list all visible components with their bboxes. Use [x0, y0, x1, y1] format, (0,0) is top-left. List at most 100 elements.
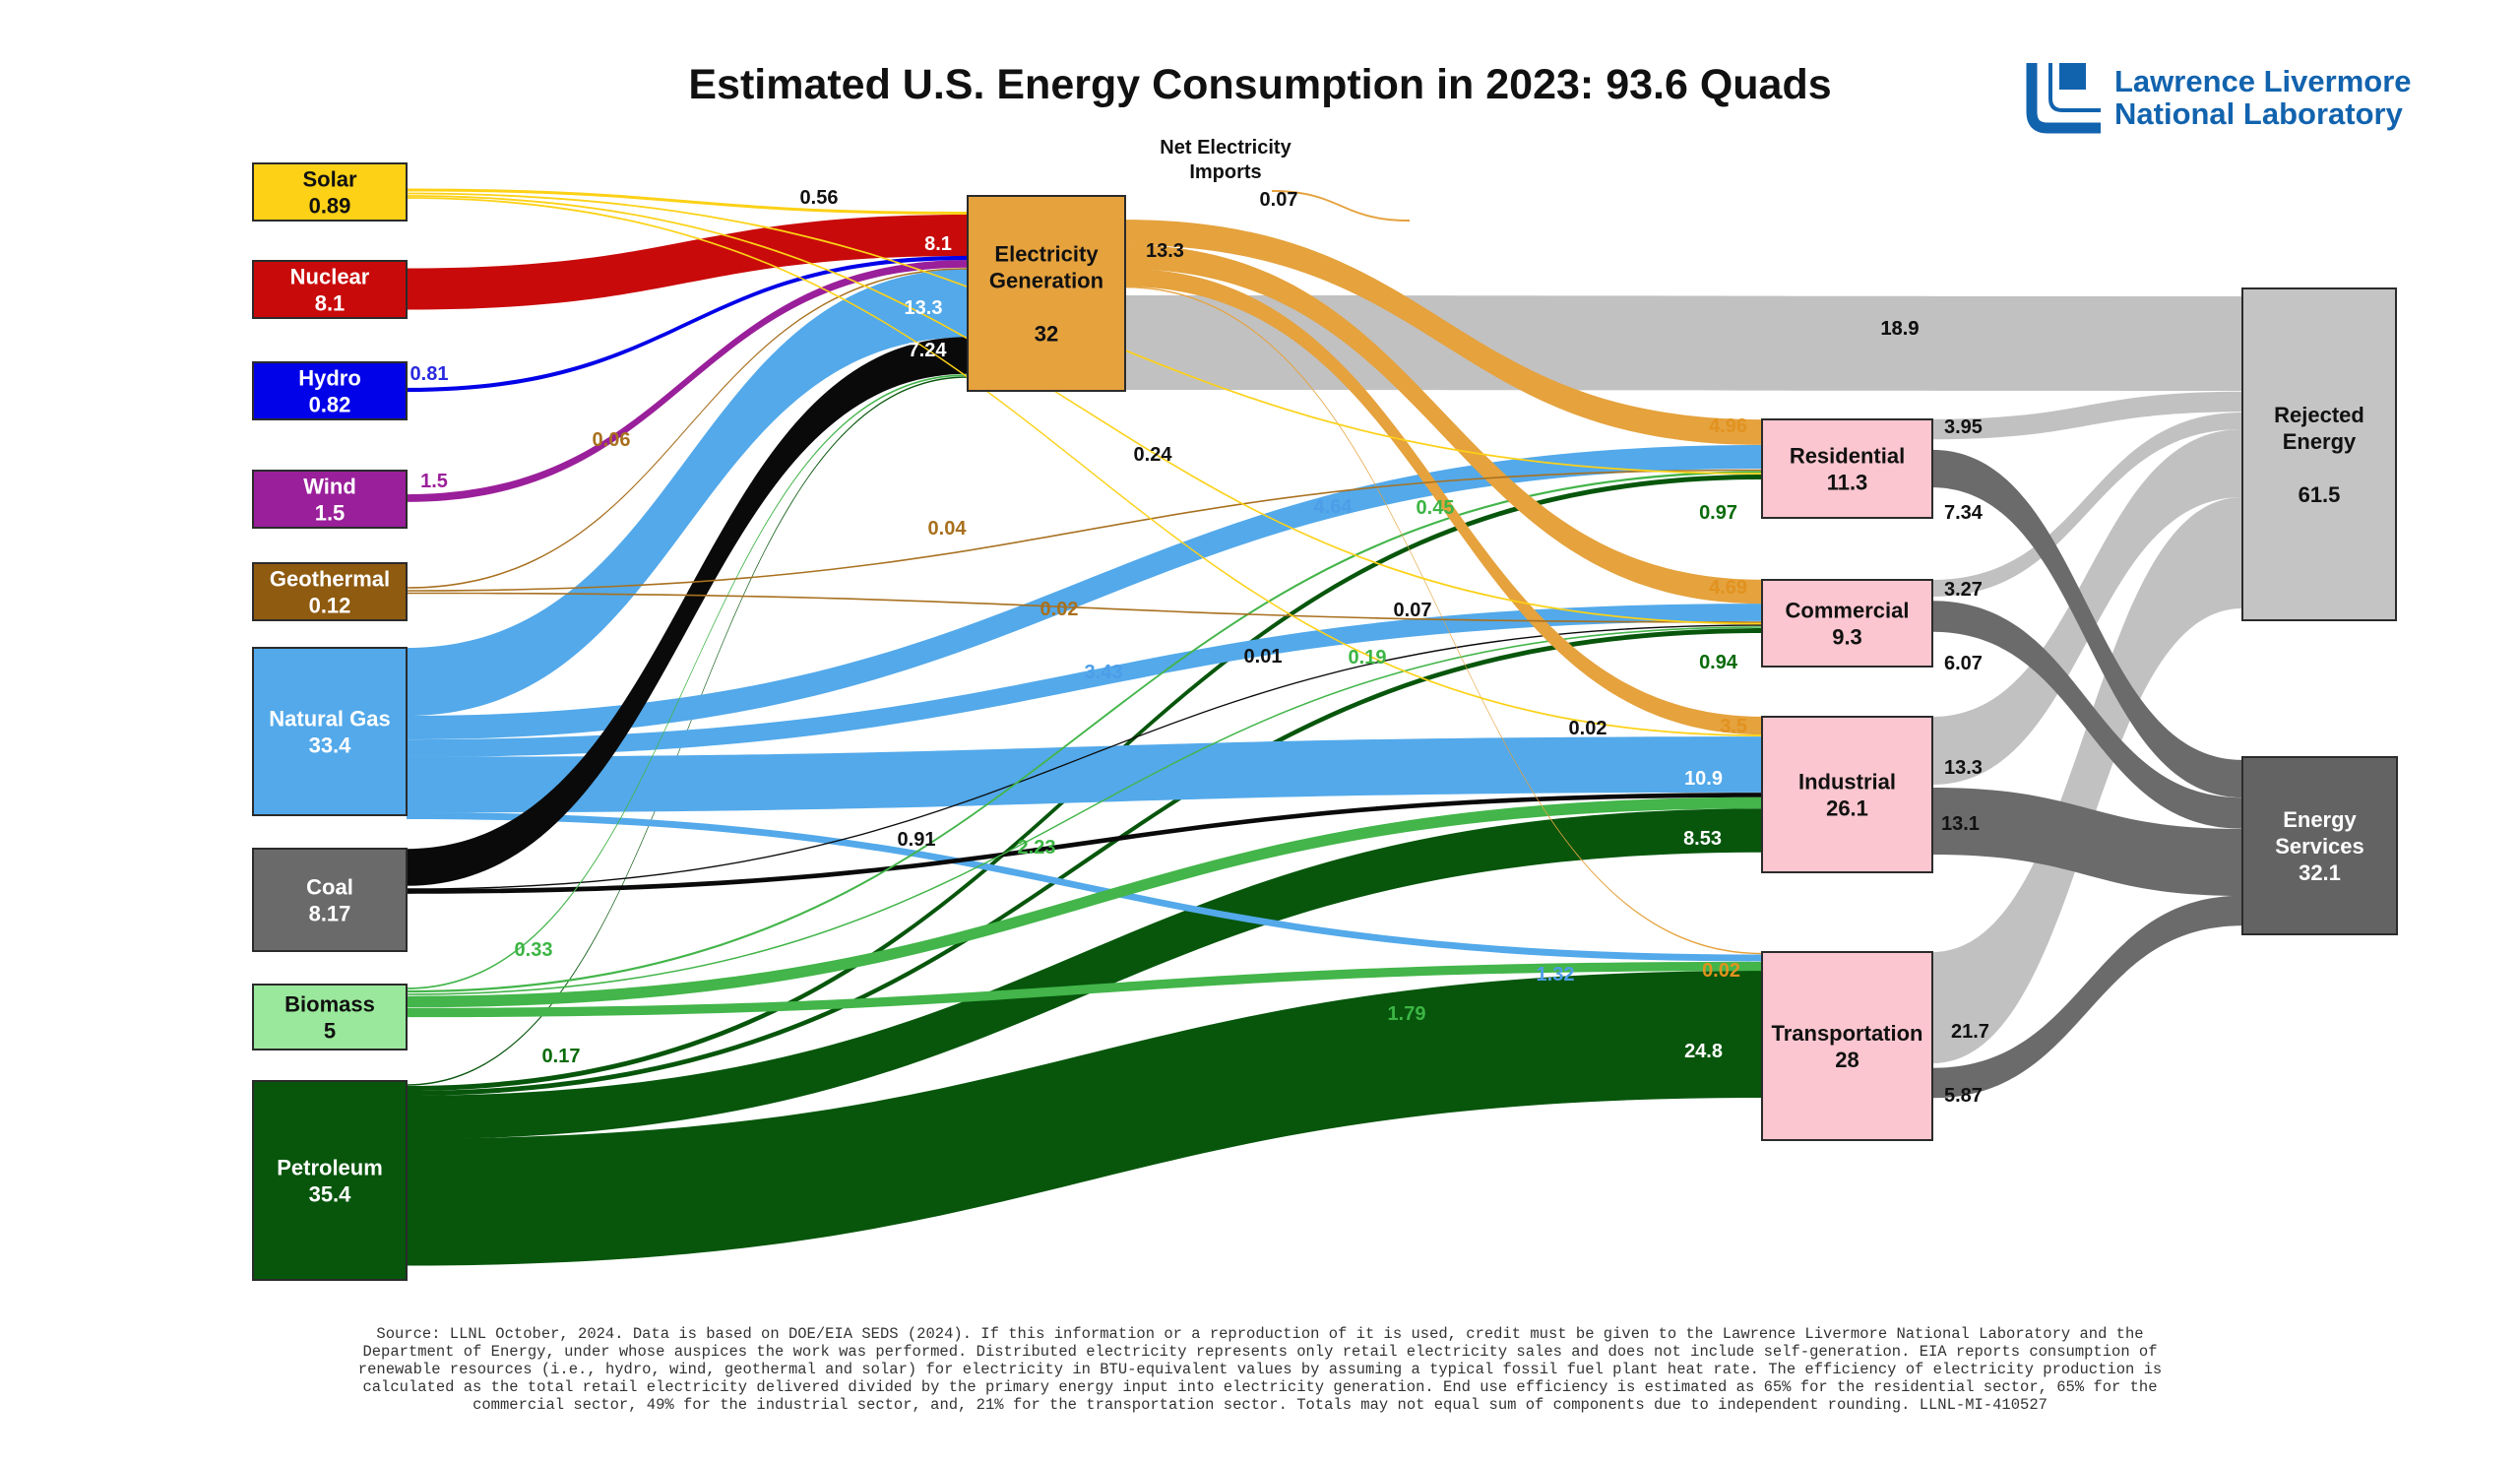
node-geothermal — [252, 562, 408, 621]
flow-transportation-rejected-energy — [1932, 497, 2242, 1063]
flow-solar-electricity-generation — [407, 188, 968, 215]
node-wind — [252, 470, 408, 529]
flow-geothermal-electricity-generation — [407, 268, 968, 589]
node-label-wind: Wind 1.5 — [303, 475, 356, 526]
flow-commercial-energy-services — [1932, 601, 2242, 829]
node-label-energy-services: Energy Services 32.1 — [2275, 807, 2364, 885]
flow-biomass-residential — [407, 471, 1762, 993]
flow-geothermal-commercial — [407, 592, 1762, 623]
flow-geothermal-residential — [407, 469, 1762, 592]
flow-coal-commercial — [407, 624, 1762, 890]
node-hydro — [252, 361, 408, 420]
value-label-8.53: 8.53 — [1683, 828, 1722, 850]
value-label-0.94: 0.94 — [1699, 652, 1738, 673]
flow-transportation-energy-services — [1932, 895, 2242, 1099]
node-natural-gas — [252, 647, 408, 816]
flow-hydro-electricity-generation — [407, 255, 968, 393]
value-label-0.56: 0.56 — [800, 187, 839, 209]
value-label-5.87: 5.87 — [1944, 1085, 1983, 1107]
flow-biomass-commercial — [407, 626, 1762, 995]
node-label-geothermal: Geothermal 0.12 — [270, 567, 390, 618]
flow-petroleum-transportation — [407, 971, 1762, 1266]
node-label-electricity-generation: Electricity Generation 32 — [989, 242, 1103, 347]
node-rejected-energy — [2241, 287, 2397, 621]
label-layer: 18.9 3.95 3.27 13.3 21.7 7.34 6.07 13.1 5.87 0.17… — [410, 137, 1989, 1107]
value-label-0.02: 0.02 — [1702, 960, 1740, 982]
flow-coal-electricity-generation — [407, 337, 968, 886]
flow-natural-gas-industrial — [407, 736, 1762, 813]
flow-solar-industrial — [407, 197, 1762, 736]
value-label-3.5: 3.5 — [1720, 716, 1747, 737]
value-label-13.3: 13.3 — [1944, 757, 1983, 779]
flow-electricity-generation-industrial — [1125, 268, 1762, 735]
value-label-13.3: 13.3 — [1146, 240, 1184, 262]
value-label-2.23: 2.23 — [1018, 837, 1056, 859]
flow-coal-industrial — [407, 793, 1762, 894]
value-label-3.27: 3.27 — [1944, 579, 1983, 601]
value-label-6.07: 6.07 — [1944, 653, 1983, 674]
source-note-line: Source: LLNL October, 2024. Data is base… — [376, 1325, 2144, 1343]
value-label-0.97: 0.97 — [1699, 502, 1737, 524]
node-nuclear — [252, 260, 408, 319]
value-label-net-electricity: Net Electricity — [1160, 137, 1292, 159]
value-label-13.3: 13.3 — [905, 297, 943, 319]
value-label-4.69: 4.69 — [1709, 577, 1747, 599]
node-label-hydro: Hydro 0.82 — [298, 366, 361, 417]
node-energy-services — [2241, 756, 2398, 935]
value-label-0.24: 0.24 — [1134, 444, 1173, 466]
flow-commercial-rejected-energy — [1932, 413, 2242, 597]
node-biomass — [252, 984, 408, 1050]
flow-natural-gas-transportation — [407, 812, 1762, 962]
flow-layer — [407, 188, 2242, 1266]
value-label-0.07: 0.07 — [1260, 189, 1298, 211]
flow-residential-energy-services — [1932, 449, 2242, 798]
value-label-1.5: 1.5 — [420, 471, 448, 492]
value-label-24.8: 24.8 — [1684, 1041, 1723, 1062]
value-label-1.32: 1.32 — [1537, 964, 1575, 986]
flow-natural-gas-residential — [407, 445, 1762, 739]
node-label-commercial: Commercial 9.3 — [1786, 599, 1910, 650]
value-label-21.7: 21.7 — [1951, 1021, 1989, 1043]
node-label-biomass: Biomass 5 — [284, 992, 375, 1044]
node-petroleum — [252, 1080, 408, 1281]
node-commercial — [1761, 579, 1933, 668]
flow-electricity-generation-commercial — [1125, 244, 1762, 605]
node-label-transportation: Transportation 28 — [1771, 1021, 1922, 1072]
value-label-imports: Imports — [1189, 161, 1261, 183]
node-label-industrial: Industrial 26.1 — [1798, 770, 1896, 821]
llnl-logo-text: Lawrence Livermore National Laboratory — [2114, 65, 2412, 130]
value-label-0.19: 0.19 — [1349, 647, 1387, 668]
value-label-3.43: 3.43 — [1085, 662, 1123, 683]
flow-electricity-generation-transportation — [1125, 286, 1762, 955]
node-residential — [1761, 418, 1933, 519]
value-label-0.06: 0.06 — [593, 429, 631, 451]
flow-residential-rejected-energy — [1932, 391, 2242, 440]
flow-petroleum-commercial — [407, 628, 1762, 1096]
value-label-13.1: 13.1 — [1941, 813, 1980, 835]
flow-industrial-energy-services — [1932, 788, 2242, 896]
value-label-4.96: 4.96 — [1709, 415, 1747, 437]
source-note: Source: LLNL October, 2024. Data is base… — [276, 1325, 2244, 1414]
value-label-10.9: 10.9 — [1684, 768, 1723, 790]
flow-natural-gas-commercial — [407, 604, 1762, 757]
value-label-4.64: 4.64 — [1314, 496, 1354, 518]
flow-net-electricity-imports-electricity-generation — [1272, 190, 1410, 222]
flow-electricity-generation-residential — [1125, 220, 1762, 445]
value-label-0.17: 0.17 — [542, 1046, 581, 1067]
flow-biomass-electricity-generation — [407, 374, 968, 989]
value-label-0.45: 0.45 — [1417, 497, 1455, 519]
value-label-0.02: 0.02 — [1040, 599, 1079, 620]
llnl-logo: Lawrence Livermore National Laboratory — [2024, 63, 2412, 136]
node-label-coal: Coal 8.17 — [306, 875, 353, 926]
value-label-0.07: 0.07 — [1394, 600, 1432, 621]
node-coal — [252, 848, 408, 952]
flow-nuclear-electricity-generation — [407, 215, 968, 310]
value-label-0.04: 0.04 — [928, 518, 968, 540]
llnl-logo-line1: Lawrence Livermore — [2114, 64, 2412, 98]
flow-electricity-generation-rejected-energy — [1125, 295, 2242, 391]
flow-wind-electricity-generation — [407, 260, 968, 502]
value-label-0.01: 0.01 — [1244, 646, 1283, 668]
value-label-0.02: 0.02 — [1569, 718, 1607, 739]
